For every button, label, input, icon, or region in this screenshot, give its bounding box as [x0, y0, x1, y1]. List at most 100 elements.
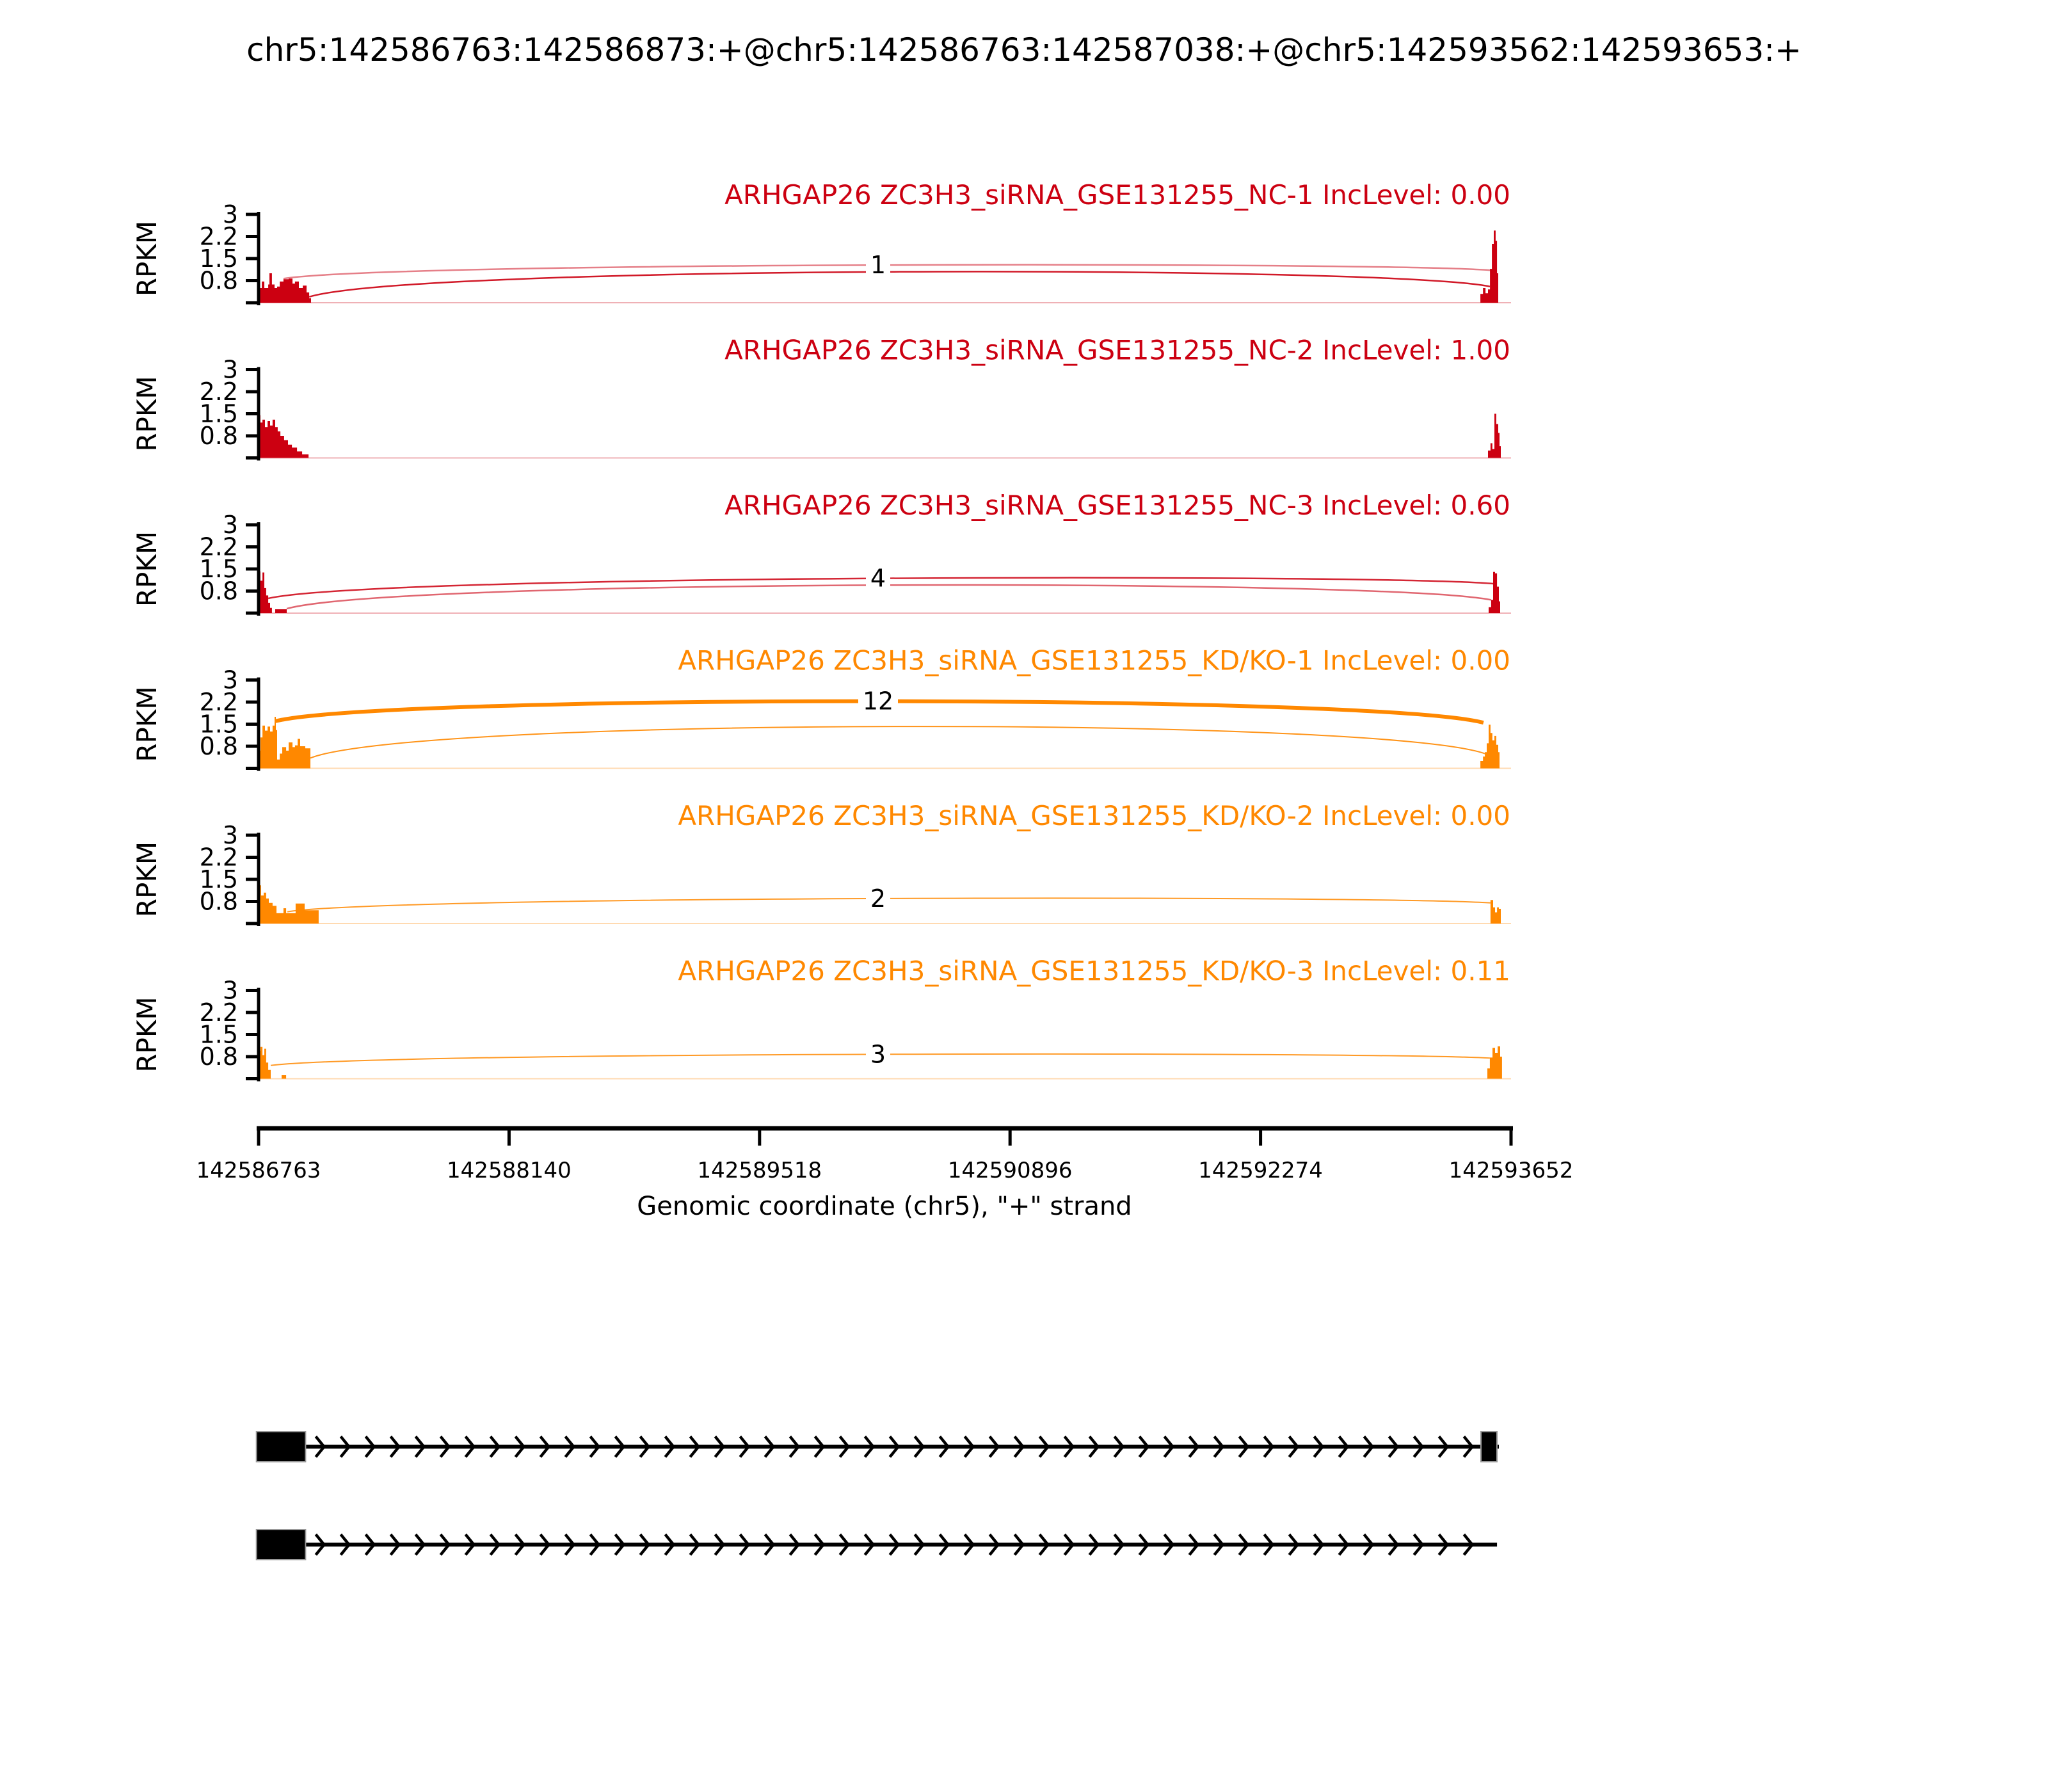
- strand-direction-arrow-icon: [963, 1436, 975, 1458]
- strand-direction-arrow-icon: [589, 1436, 601, 1458]
- x-axis-tick-label: 142593652: [1449, 1158, 1574, 1183]
- strand-direction-arrow-icon: [1263, 1436, 1275, 1458]
- strand-direction-arrow-icon: [764, 1436, 776, 1458]
- coverage-area: [259, 273, 311, 303]
- y-axis-tick-label: 0.8: [200, 888, 238, 916]
- strand-direction-arrow-icon: [314, 1436, 326, 1458]
- strand-direction-arrow-icon: [639, 1436, 651, 1458]
- strand-direction-arrow-icon: [1188, 1436, 1200, 1458]
- strand-direction-arrow-icon: [514, 1436, 526, 1458]
- strand-direction-arrow-icon: [813, 1436, 826, 1458]
- coverage-area: [259, 717, 310, 769]
- junction-count: 12: [863, 687, 893, 716]
- strand-direction-arrow-icon: [489, 1436, 501, 1458]
- strand-direction-arrow-icon: [1013, 1533, 1025, 1556]
- coverage-area: [259, 571, 272, 613]
- strand-direction-arrow-icon: [1363, 1436, 1375, 1458]
- junction-arc: [308, 271, 1491, 298]
- strand-direction-arrow-icon: [988, 1436, 1000, 1458]
- strand-direction-arrow-icon: [1288, 1533, 1300, 1556]
- coverage-area: [1487, 1046, 1502, 1079]
- transcript-structure: [255, 1431, 1500, 1560]
- y-axis-tick-label: 3: [223, 511, 238, 539]
- x-axis-title: Genomic coordinate (chr5), "+" strand: [637, 1192, 1132, 1221]
- strand-direction-arrow-icon: [1188, 1533, 1200, 1556]
- y-axis-title: RPKM: [131, 376, 163, 451]
- junction-count: 1: [870, 251, 886, 279]
- y-axis-tick-label: 2.2: [200, 688, 238, 716]
- strand-direction-arrow-icon: [1338, 1533, 1350, 1556]
- track-label: ARHGAP26 ZC3H3_siRNA_GSE131255_NC-1 IncL…: [724, 179, 1510, 211]
- coverage-area: [1489, 572, 1500, 613]
- strand-direction-arrow-icon: [414, 1533, 426, 1556]
- strand-direction-arrow-icon: [863, 1436, 876, 1458]
- y-axis-tick-label: 2.2: [200, 223, 238, 251]
- strand-direction-arrow-icon: [913, 1436, 925, 1458]
- strand-direction-arrow-icon: [1213, 1533, 1225, 1556]
- junction-count: 3: [870, 1040, 886, 1068]
- strand-direction-arrow-icon: [464, 1436, 476, 1458]
- y-axis-tick-label: 2.2: [200, 998, 238, 1027]
- strand-direction-arrow-icon: [1462, 1533, 1475, 1556]
- track-4: 12 0.81.52.23 RPKM ARHGAP26 ZC3H3_siRNA_GSE…: [131, 645, 1511, 771]
- track-label: ARHGAP26 ZC3H3_siRNA_GSE131255_NC-2 IncL…: [724, 335, 1510, 366]
- strand-direction-arrow-icon: [339, 1436, 351, 1458]
- y-axis-tick-label: 0.8: [200, 577, 238, 605]
- strand-direction-arrow-icon: [739, 1533, 751, 1556]
- y-axis-tick-label: 3: [223, 977, 238, 1005]
- junction-count: 4: [870, 564, 886, 593]
- strand-direction-arrow-icon: [664, 1436, 676, 1458]
- plot-title: chr5:142586763:142586873:+@chr5:14258676…: [246, 31, 1802, 68]
- strand-direction-arrow-icon: [888, 1436, 900, 1458]
- track-2: 0.81.52.23 RPKM ARHGAP26 ZC3H3_siRNA_GSE13…: [131, 335, 1511, 461]
- y-axis-tick-label: 0.8: [200, 267, 238, 295]
- strand-direction-arrow-icon: [614, 1533, 626, 1556]
- strand-direction-arrow-icon: [1238, 1533, 1250, 1556]
- strand-direction-arrow-icon: [364, 1533, 376, 1556]
- strand-direction-arrow-icon: [464, 1533, 476, 1556]
- strand-direction-arrow-icon: [364, 1436, 376, 1458]
- strand-direction-arrow-icon: [788, 1436, 801, 1458]
- strand-direction-arrow-icon: [1213, 1436, 1225, 1458]
- strand-direction-arrow-icon: [564, 1533, 576, 1556]
- strand-direction-arrow-icon: [1263, 1533, 1275, 1556]
- y-axis-tick-label: 1.5: [200, 865, 238, 893]
- y-axis-tick-label: 3: [223, 200, 238, 228]
- track-label: ARHGAP26 ZC3H3_siRNA_GSE131255_NC-3 IncL…: [724, 490, 1510, 521]
- y-axis-tick-label: 0.8: [200, 422, 238, 450]
- track-5: 2 0.81.52.23 RPKM ARHGAP26 ZC3H3_siRNA_GSE1…: [131, 800, 1511, 926]
- y-axis-tick-label: 2.2: [200, 378, 238, 406]
- strand-direction-arrow-icon: [639, 1533, 651, 1556]
- strand-direction-arrow-icon: [339, 1533, 351, 1556]
- y-axis-tick-label: 3: [223, 821, 238, 849]
- x-axis-tick-label: 142589518: [697, 1158, 822, 1183]
- strand-direction-arrow-icon: [1088, 1533, 1100, 1556]
- strand-direction-arrow-icon: [1363, 1533, 1375, 1556]
- strand-direction-arrow-icon: [1412, 1533, 1425, 1556]
- strand-direction-arrow-icon: [1288, 1436, 1300, 1458]
- coverage-area: [1488, 413, 1501, 458]
- exon-box: [255, 1431, 307, 1462]
- y-axis-tick-label: 2.2: [200, 533, 238, 561]
- strand-direction-arrow-icon: [1313, 1533, 1325, 1556]
- track-label: ARHGAP26 ZC3H3_siRNA_GSE131255_KD/KO-1 I…: [678, 645, 1510, 676]
- strand-direction-arrow-icon: [1063, 1436, 1075, 1458]
- strand-direction-arrow-icon: [988, 1533, 1000, 1556]
- y-axis-title: RPKM: [131, 531, 163, 607]
- strand-direction-arrow-icon: [689, 1533, 701, 1556]
- junction-count-bg: [866, 251, 890, 280]
- strand-direction-arrow-icon: [1013, 1436, 1025, 1458]
- coverage-area: [1480, 724, 1500, 769]
- strand-direction-arrow-icon: [589, 1533, 601, 1556]
- strand-direction-arrow-icon: [1313, 1436, 1325, 1458]
- strand-direction-arrow-icon: [1238, 1436, 1250, 1458]
- x-axis-tick-label: 142586763: [196, 1158, 321, 1183]
- strand-direction-arrow-icon: [1063, 1533, 1075, 1556]
- y-axis-tick-label: 2.2: [200, 844, 238, 872]
- y-axis-tick-label: 0.8: [200, 732, 238, 760]
- strand-direction-arrow-icon: [1138, 1533, 1150, 1556]
- x-axis-tick-label: 142590896: [948, 1158, 1073, 1183]
- exon-box: [255, 1529, 307, 1560]
- strand-direction-arrow-icon: [689, 1436, 701, 1458]
- coverage-area: [1480, 230, 1498, 303]
